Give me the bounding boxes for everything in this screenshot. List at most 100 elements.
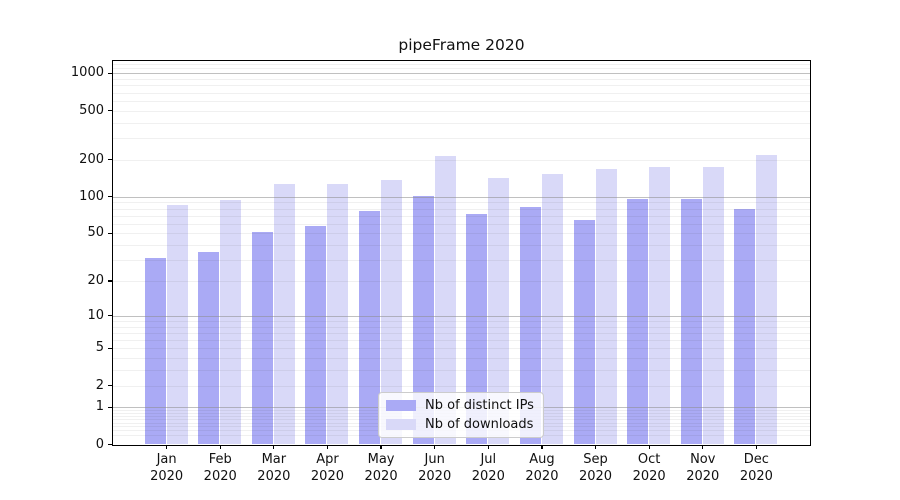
legend-label-distinct-ips: Nb of distinct IPs (425, 398, 534, 413)
bar-distinct-ips-jan (144, 258, 166, 445)
y-axis-tick-label: 0 (95, 436, 104, 452)
bar-downloads-nov (702, 167, 724, 445)
minor-gridline (113, 92, 810, 94)
bar-downloads-mar (273, 183, 295, 445)
y-axis-tick (108, 196, 112, 198)
x-axis-tick (326, 445, 329, 449)
minor-gridline (113, 260, 810, 262)
bar-distinct-ips-feb (198, 252, 220, 445)
bar-distinct-ips-jun (412, 196, 434, 445)
major-gridline (113, 315, 810, 317)
x-axis-tick (702, 445, 704, 449)
minor-gridline (113, 281, 810, 282)
y-axis-tick-label: 5 (95, 340, 104, 356)
y-axis-tick-label: 500 (79, 102, 104, 118)
x-axis-tick (755, 445, 757, 449)
bar-distinct-ips-may (359, 211, 381, 445)
minor-gridline (113, 348, 810, 350)
minor-gridline (113, 122, 810, 124)
minor-gridline (113, 68, 810, 70)
y-axis-tick (108, 159, 112, 161)
minor-gridline (113, 223, 810, 225)
minor-gridline (113, 110, 810, 112)
minor-gridline (113, 202, 810, 204)
y-axis-tick-label: 1000 (70, 65, 104, 81)
y-axis-tick-label: 10 (87, 307, 104, 323)
minor-gridline (113, 340, 810, 341)
minor-gridline (113, 320, 810, 322)
minor-gridline (113, 215, 810, 217)
legend-item-distinct-ips: Nb of distinct IPs (386, 398, 535, 413)
minor-gridline (113, 85, 810, 87)
bar-distinct-ips-sep (573, 220, 595, 445)
x-axis-tick-label: Feb 2020 (203, 452, 237, 484)
minor-gridline (113, 385, 810, 387)
y-axis-tick-label: 2 (95, 377, 104, 393)
x-axis-tick-label: Dec 2020 (739, 452, 773, 484)
legend-swatch-downloads (386, 419, 416, 430)
minor-gridline (113, 138, 810, 140)
y-axis-tick-label: 50 (87, 225, 104, 241)
minor-gridline (113, 79, 810, 81)
x-axis-tick (166, 445, 168, 449)
x-axis-tick (541, 445, 543, 449)
x-axis-tick (594, 445, 597, 449)
chart-title: pipeFrame 2020 (398, 36, 525, 54)
y-axis-tick-label: 1 (95, 399, 104, 415)
y-axis-tick (108, 110, 112, 112)
bar-distinct-ips-jul (466, 214, 488, 445)
x-axis-tick-label: Nov 2020 (686, 452, 720, 484)
bar-distinct-ips-dec (734, 209, 756, 445)
x-axis-tick (648, 445, 650, 449)
major-gridline (113, 196, 810, 198)
x-axis-tick-label: Sep 2020 (578, 452, 613, 484)
legend-label-downloads: Nb of downloads (425, 417, 534, 432)
bar-downloads-aug (541, 173, 563, 445)
bar-distinct-ips-nov (680, 199, 702, 445)
y-axis-tick (108, 232, 112, 234)
minor-gridline (113, 159, 810, 161)
y-axis-tick (108, 406, 112, 408)
major-gridline (113, 73, 810, 75)
y-axis-tick-label: 20 (87, 273, 104, 288)
x-axis-tick-label: Jul 2020 (471, 452, 505, 484)
y-axis-tick-label: 100 (79, 188, 104, 204)
x-axis-tick (273, 445, 275, 449)
y-axis-tick (108, 384, 112, 387)
bar-distinct-ips-mar (251, 232, 273, 445)
y-axis-tick (108, 72, 112, 75)
y-axis-tick (108, 443, 112, 446)
minor-gridline (113, 208, 810, 210)
x-axis-tick-label: May 2020 (364, 452, 398, 484)
minor-gridline (113, 100, 810, 102)
bar-downloads-jul (488, 177, 510, 445)
legend: Nb of distinct IPs Nb of downloads (378, 392, 544, 438)
bar-downloads-sep (595, 169, 617, 445)
bar-downloads-dec (756, 155, 778, 445)
bar-distinct-ips-aug (519, 206, 541, 445)
minor-gridline (113, 233, 810, 235)
bar-downloads-oct (649, 167, 671, 445)
bar-downloads-jun (434, 156, 456, 445)
minor-gridline (113, 245, 810, 247)
x-axis-tick-label: Mar 2020 (257, 452, 291, 484)
bar-distinct-ips-oct (627, 198, 649, 445)
minor-gridline (113, 63, 810, 65)
legend-swatch-distinct-ips (386, 400, 416, 411)
x-axis-tick (487, 445, 489, 449)
y-axis-tick-label: 200 (79, 151, 104, 167)
bar-downloads-may (381, 179, 403, 445)
y-axis-tick (108, 315, 112, 317)
bar-downloads-jan (166, 205, 188, 445)
legend-item-downloads: Nb of downloads (386, 417, 535, 432)
x-axis-tick-label: Jun 2020 (418, 452, 452, 484)
bar-downloads-apr (327, 184, 349, 445)
minor-gridline (113, 370, 810, 372)
x-axis-tick-label: Oct 2020 (632, 452, 666, 484)
x-axis-tick (219, 445, 221, 449)
y-axis-tick (108, 347, 112, 349)
minor-gridline (113, 326, 810, 328)
y-axis-tick (108, 280, 112, 282)
x-axis-tick (380, 445, 382, 449)
